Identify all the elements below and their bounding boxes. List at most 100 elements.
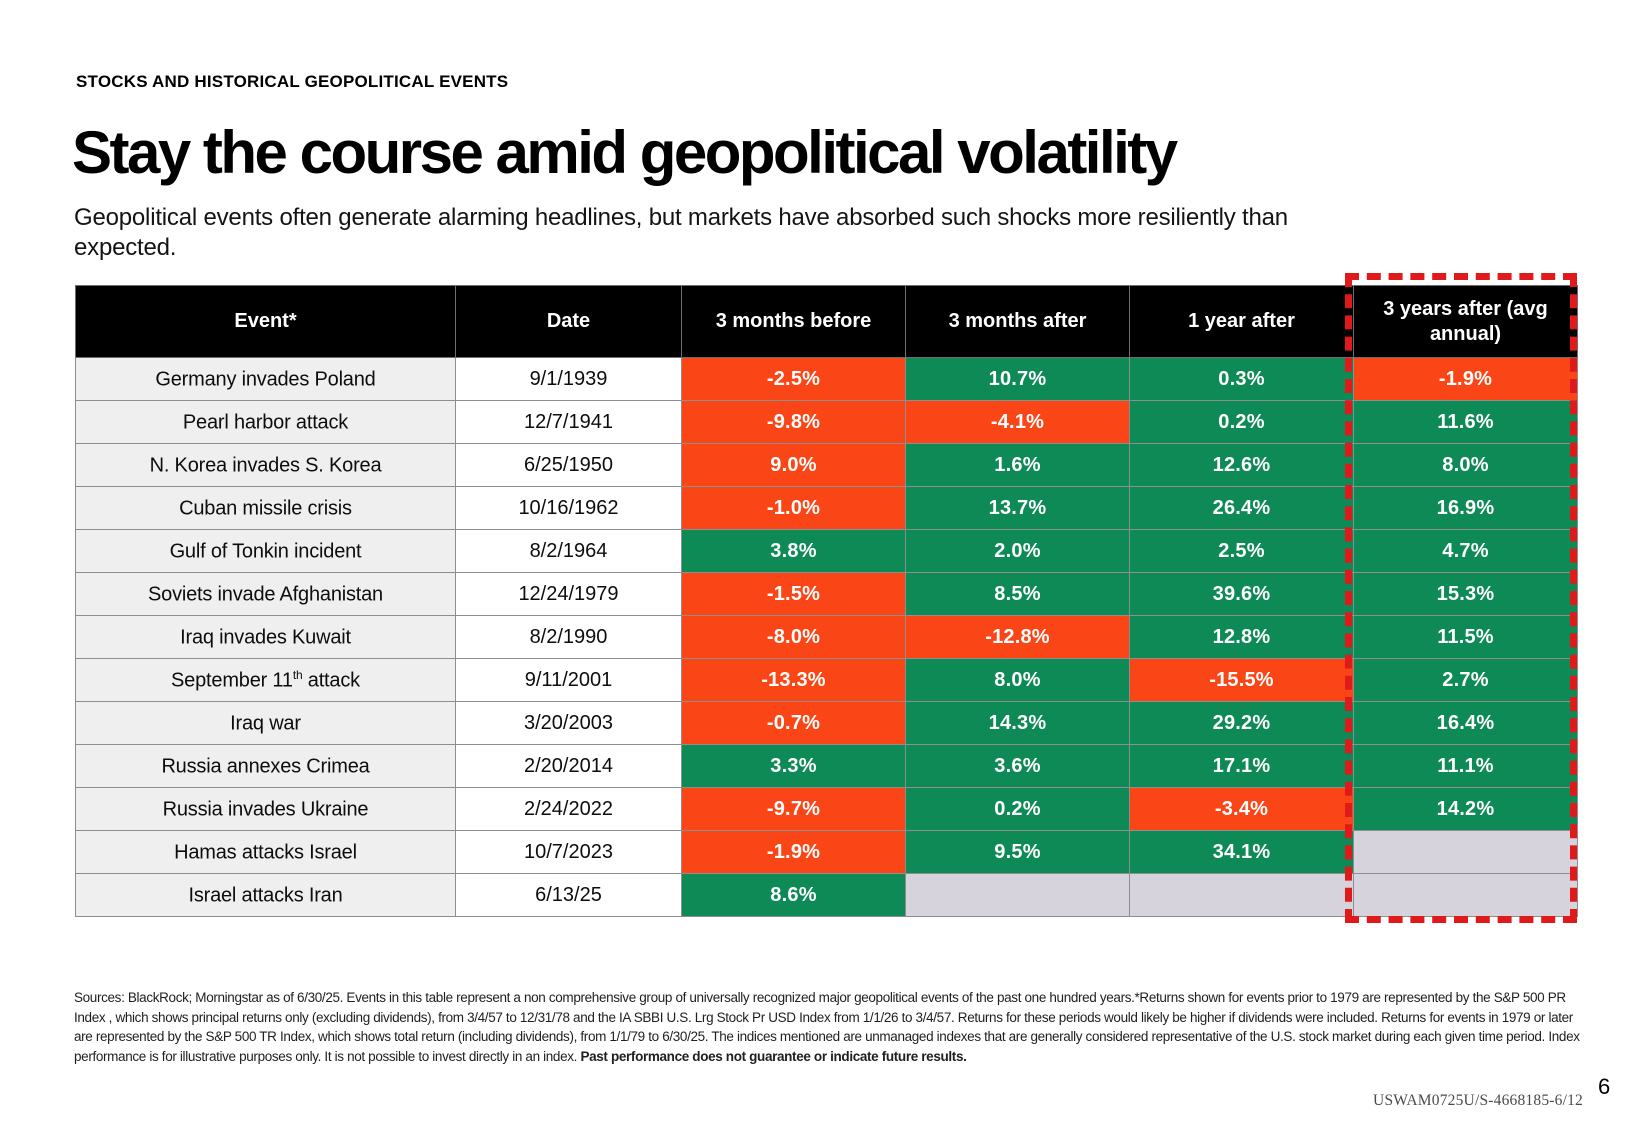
value-cell: 12.6% [1129,443,1354,487]
value-cell: 3.6% [905,744,1130,788]
value-cell: -13.3% [681,658,906,702]
event-cell: Iraq invades Kuwait [75,615,456,659]
value-cell: 11.1% [1353,744,1578,788]
column-header-3-years-after: 3 years after (avg annual) [1353,285,1578,358]
table-row: Hamas attacks Israel 10/7/2023 -1.9% 9.5… [75,830,1578,874]
table-row: Iraq war 3/20/2003 -0.7% 14.3% 29.2% 16.… [75,701,1578,745]
value-cell: 16.4% [1353,701,1578,745]
value-cell: 4.7% [1353,529,1578,573]
value-cell: 29.2% [1129,701,1354,745]
value-cell: 0.3% [1129,357,1354,401]
table-row: Cuban missile crisis 10/16/1962 -1.0% 13… [75,486,1578,530]
event-cell: Pearl harbor attack [75,400,456,444]
table-row: Gulf of Tonkin incident 8/2/1964 3.8% 2.… [75,529,1578,573]
value-cell [905,873,1130,917]
event-name-suffix: attack [302,669,360,692]
event-name: September 11 [171,669,293,692]
document-id: USWAM0725U/S-4668185-6/12 [1373,1092,1583,1109]
value-cell: 2.0% [905,529,1130,573]
value-cell: 2.7% [1353,658,1578,702]
value-cell: 26.4% [1129,486,1354,530]
event-cell: Iraq war [75,701,456,745]
value-cell: -4.1% [905,400,1130,444]
event-cell: N. Korea invades S. Korea [75,443,456,487]
event-name: Russia annexes Crimea [161,755,370,778]
event-name: Hamas attacks Israel [174,841,357,864]
event-name: N. Korea invades S. Korea [149,454,382,477]
value-cell: 8.0% [905,658,1130,702]
value-cell: 0.2% [905,787,1130,831]
event-cell: Cuban missile crisis [75,486,456,530]
column-header-3-months-before: 3 months before [681,285,906,358]
event-name: Iraq war [230,712,301,735]
column-header-event: Event* [75,285,456,358]
table-row: Russia annexes Crimea 2/20/2014 3.3% 3.6… [75,744,1578,788]
value-cell: -1.0% [681,486,906,530]
table-body: Germany invades Poland 9/1/1939 -2.5% 10… [75,357,1578,917]
event-cell: Gulf of Tonkin incident [75,529,456,573]
date-cell: 8/2/1964 [455,529,682,573]
table-row: N. Korea invades S. Korea 6/25/1950 9.0%… [75,443,1578,487]
table-row: Iraq invades Kuwait 8/2/1990 -8.0% -12.8… [75,615,1578,659]
event-cell: Soviets invade Afghanistan [75,572,456,616]
value-cell: -1.9% [1353,357,1578,401]
column-header-3-months-after: 3 months after [905,285,1130,358]
value-cell: 14.3% [905,701,1130,745]
event-cell: Israel attacks Iran [75,873,456,917]
date-cell: 12/7/1941 [455,400,682,444]
source-note-text: Sources: BlackRock; Morningstar as of 6/… [74,990,1580,1064]
event-cell: September 11th attack [75,658,456,702]
date-cell: 3/20/2003 [455,701,682,745]
table-row: Israel attacks Iran 6/13/25 8.6% [75,873,1578,917]
value-cell: 12.8% [1129,615,1354,659]
value-cell: 9.5% [905,830,1130,874]
value-cell: 1.6% [905,443,1130,487]
value-cell [1353,830,1578,874]
date-cell: 6/25/1950 [455,443,682,487]
header-row: Event* Date 3 months before 3 months aft… [75,285,1578,358]
value-cell: 0.2% [1129,400,1354,444]
event-name: Cuban missile crisis [179,497,352,520]
page-number: 6 [1598,1074,1611,1099]
date-cell: 8/2/1990 [455,615,682,659]
value-cell: 34.1% [1129,830,1354,874]
column-header-1-year-after: 1 year after [1129,285,1354,358]
date-cell: 2/20/2014 [455,744,682,788]
value-cell: -0.7% [681,701,906,745]
event-name: Iraq invades Kuwait [180,626,351,649]
value-cell: 10.7% [905,357,1130,401]
page-title: Stay the course amid geopolitical volati… [72,119,1178,186]
event-cell: Russia annexes Crimea [75,744,456,788]
source-note-bold: Past performance does not guarantee or i… [580,1048,967,1064]
date-cell: 6/13/25 [455,873,682,917]
value-cell: 9.0% [681,443,906,487]
event-name: Israel attacks Iran [188,884,343,907]
event-name: Gulf of Tonkin incident [169,540,362,563]
date-cell: 2/24/2022 [455,787,682,831]
event-sup: th [292,667,303,682]
value-cell: 3.3% [681,744,906,788]
value-cell: -2.5% [681,357,906,401]
table-row: September 11th attack 9/11/2001 -13.3% 8… [75,658,1578,702]
value-cell: -8.0% [681,615,906,659]
subtitle: Geopolitical events often generate alarm… [74,204,1288,261]
value-cell: -9.8% [681,400,906,444]
source-note: Sources: BlackRock; Morningstar as of 6/… [74,988,1581,1066]
events-table-container: Event* Date 3 months before 3 months aft… [75,273,1578,923]
date-cell: 12/24/1979 [455,572,682,616]
value-cell: -3.4% [1129,787,1354,831]
value-cell: -12.8% [905,615,1130,659]
value-cell: -15.5% [1129,658,1354,702]
value-cell: 3.8% [681,529,906,573]
value-cell: 11.6% [1353,400,1578,444]
event-name: Russia invades Ukraine [162,798,369,821]
value-cell [1353,873,1578,917]
event-cell: Hamas attacks Israel [75,830,456,874]
value-cell: 15.3% [1353,572,1578,616]
value-cell: 2.5% [1129,529,1354,573]
date-cell: 9/1/1939 [455,357,682,401]
date-cell: 10/16/1962 [455,486,682,530]
value-cell: 16.9% [1353,486,1578,530]
value-cell: -9.7% [681,787,906,831]
